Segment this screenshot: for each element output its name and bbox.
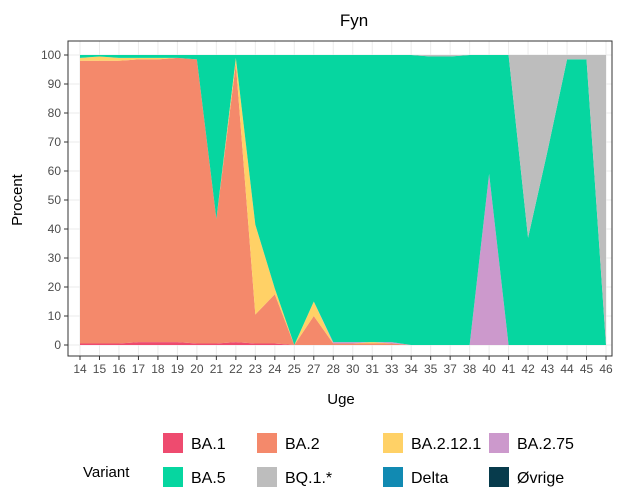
legend-label: Delta — [411, 470, 448, 487]
y-tick-label: 10 — [48, 309, 62, 323]
x-tick-label: 21 — [210, 362, 224, 376]
legend-label: BA.2.12.1 — [411, 436, 481, 453]
y-tick-label: 0 — [54, 338, 61, 352]
legend-swatch — [163, 433, 183, 453]
x-tick-label: 28 — [327, 362, 341, 376]
x-tick-label: 14 — [73, 362, 87, 376]
x-tick-label: 23 — [249, 362, 263, 376]
x-tick-label: 15 — [93, 362, 107, 376]
legend-label: BA.5 — [191, 470, 226, 487]
x-tick-label: 31 — [366, 362, 380, 376]
x-tick-label: 35 — [424, 362, 438, 376]
y-tick-label: 100 — [41, 48, 61, 62]
x-tick-label: 41 — [502, 362, 516, 376]
axes: 0 10 20 30 40 50 60 70 80 90 100 14 15 16 17 18 19 20 21 22… — [41, 40, 613, 376]
x-tick-label: 17 — [132, 362, 146, 376]
x-tick-label: 18 — [151, 362, 165, 376]
legend-label: BQ.1.* — [285, 470, 332, 487]
x-axis-title: Uge — [327, 391, 355, 408]
plot-border — [67, 40, 613, 357]
x-tick-label: 38 — [463, 362, 477, 376]
legend-title: Variant — [83, 464, 130, 481]
y-tick-label: 50 — [48, 193, 62, 207]
legend-swatch — [489, 433, 509, 453]
y-tick-label: 40 — [48, 222, 62, 236]
chart-title: Fyn — [340, 11, 368, 30]
y-tick-label: 30 — [48, 251, 62, 265]
x-tick-label: 25 — [288, 362, 302, 376]
x-tick-label: 16 — [112, 362, 126, 376]
y-axis-title: Procent — [9, 173, 26, 226]
y-tick-label: 90 — [48, 77, 62, 91]
x-tick-label: 19 — [171, 362, 185, 376]
x-tick-label: 45 — [580, 362, 594, 376]
x-tick-label: 33 — [385, 362, 399, 376]
x-tick-label: 44 — [560, 362, 574, 376]
x-tick-label: 30 — [346, 362, 360, 376]
series-area-bq-1- — [80, 55, 606, 345]
x-tick-label: 20 — [190, 362, 204, 376]
y-tick-label: 20 — [48, 280, 62, 294]
series-area-ba-5 — [80, 55, 606, 345]
legend-swatch — [257, 433, 277, 453]
legend-swatch — [163, 467, 183, 487]
x-tick-label: 37 — [443, 362, 457, 376]
y-tick-label: 60 — [48, 164, 62, 178]
x-tick-label: 46 — [599, 362, 613, 376]
x-tick-label: 42 — [521, 362, 535, 376]
x-tick-label: 27 — [307, 362, 321, 376]
x-tick-label: 24 — [268, 362, 282, 376]
legend-swatch — [257, 467, 277, 487]
x-tick-label: 34 — [405, 362, 419, 376]
legend: Variant BA.1 BA.2 BA.2.12.1 BA.2.75 BA.5 BQ.1… — [83, 433, 574, 487]
legend-swatch — [489, 467, 509, 487]
legend-label: BA.2 — [285, 436, 320, 453]
series-area-ba-1 — [80, 342, 606, 345]
legend-label: Øvrige — [517, 470, 564, 487]
x-tick-label: 40 — [482, 362, 496, 376]
y-tick-label: 70 — [48, 135, 62, 149]
x-tick-label: 22 — [229, 362, 243, 376]
stacked-areas — [80, 55, 606, 346]
y-tick-label: 80 — [48, 106, 62, 120]
legend-label: BA.2.75 — [517, 436, 574, 453]
series-area-ba-2 — [80, 57, 606, 346]
legend-swatch — [383, 433, 403, 453]
legend-swatch — [383, 467, 403, 487]
x-tick-label: 43 — [541, 362, 555, 376]
legend-label: BA.1 — [191, 436, 226, 453]
